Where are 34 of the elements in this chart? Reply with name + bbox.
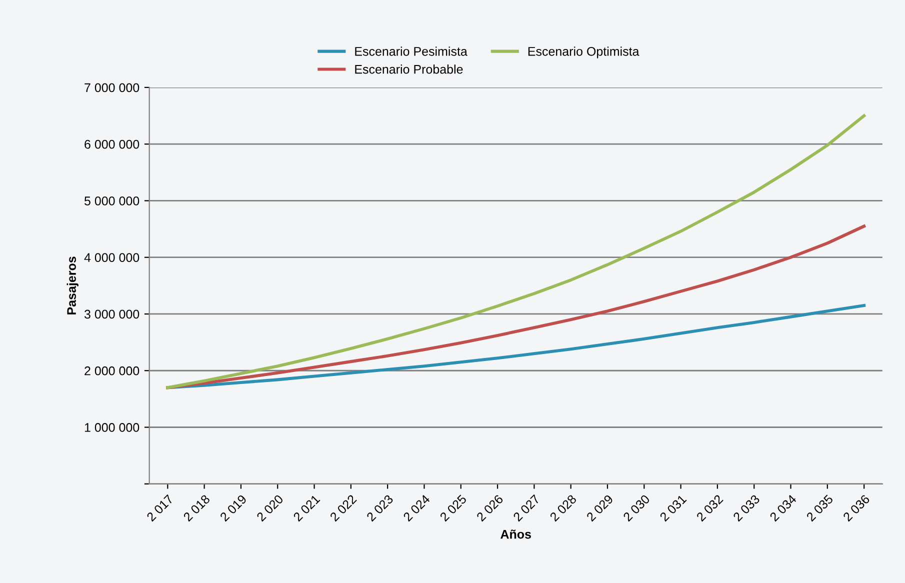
x-tick-label: 2 036 — [842, 494, 870, 522]
y-axis-title: Pasajeros — [66, 256, 78, 314]
x-tick-label: 2 021 — [292, 494, 320, 522]
y-tick-label: 6 000 000 — [84, 140, 140, 149]
legend-label: Escenario Probable — [355, 64, 463, 74]
x-tick-label: 2 035 — [806, 494, 834, 522]
line-series — [166, 224, 866, 390]
x-tick-label: 2 029 — [586, 494, 614, 522]
x-tick-label: 2 020 — [256, 494, 284, 522]
x-tick-label: 2 019 — [220, 494, 248, 522]
legend-label: Escenario Pesimista — [355, 46, 468, 56]
y-tick-label: 7 000 000 — [84, 83, 140, 92]
x-tick-label: 2 031 — [659, 494, 687, 522]
x-tick-label: 2 026 — [476, 494, 504, 522]
x-axis-title: Años — [500, 530, 531, 539]
x-tick-label: 2 032 — [696, 494, 724, 522]
y-tick-label: 5 000 000 — [84, 196, 140, 206]
x-tick-label: 2 033 — [732, 494, 760, 522]
x-tick-label: 2 034 — [769, 494, 797, 522]
x-tick-label: 2 028 — [549, 494, 577, 522]
line-series — [166, 114, 866, 390]
x-tick-label: 2 023 — [366, 494, 394, 522]
x-tick-label: 2 027 — [512, 494, 540, 522]
x-tick-label: 2 030 — [622, 494, 650, 522]
x-tick-label: 2 022 — [329, 494, 357, 522]
legend-label: Escenario Optimista — [528, 46, 640, 58]
x-tick-label: 2 018 — [182, 494, 210, 522]
y-tick-label: 4 000 000 — [84, 253, 140, 262]
x-tick-label: 2 017 — [146, 494, 174, 522]
y-tick-label: 2 000 000 — [84, 366, 140, 376]
y-tick-label: 3 000 000 — [84, 310, 140, 319]
x-tick-label: 2 024 — [402, 494, 430, 522]
y-tick-label: 1 000 000 — [84, 423, 140, 432]
x-tick-label: 2 025 — [439, 494, 467, 522]
